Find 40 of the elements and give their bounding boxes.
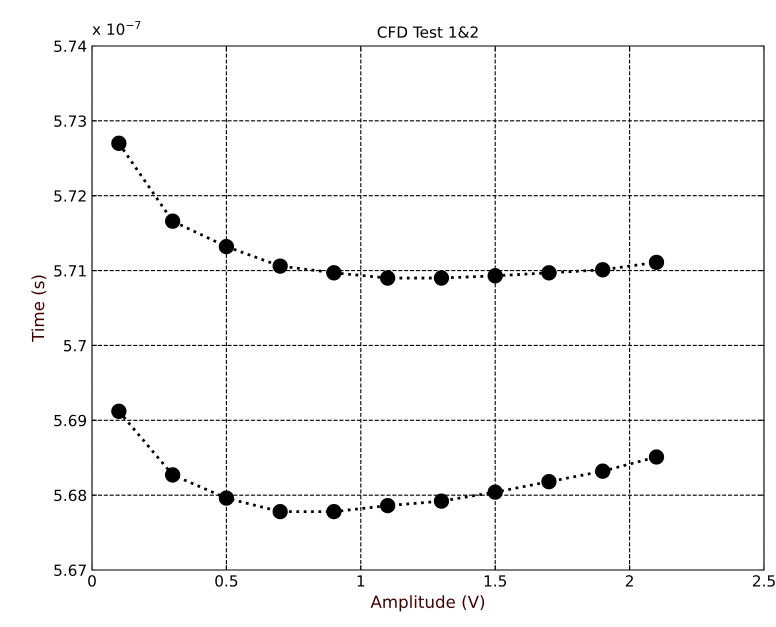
y-tick-label: 5.74 — [54, 40, 86, 52]
point — [218, 490, 234, 506]
y-axis-title: Time (s) — [31, 276, 46, 342]
x-tick-label: 0 — [88, 575, 96, 587]
point — [326, 504, 342, 520]
x-tick-label: 2 — [626, 575, 633, 586]
point — [595, 464, 610, 479]
x-tick-label: 1.5 — [484, 575, 506, 587]
y-tick-label: 5.68 — [54, 490, 86, 502]
y-tick-label: 5.72 — [54, 190, 86, 202]
point — [218, 238, 234, 254]
y-tick-label: 5.7 — [64, 340, 86, 352]
text: x 10$^{−7}$ — [92, 21, 140, 35]
point — [488, 268, 503, 284]
point — [541, 265, 557, 280]
point — [648, 449, 664, 465]
point — [488, 484, 503, 500]
point — [648, 254, 664, 270]
point — [165, 467, 180, 483]
y-tick-label: 5.73 — [54, 115, 86, 127]
point — [326, 265, 342, 280]
point — [595, 262, 610, 278]
point — [541, 474, 557, 490]
x-tick-label: 0.5 — [215, 575, 238, 587]
y-tick-label: 5.67 — [54, 564, 86, 576]
chart-title: CFD Test 1&2 — [378, 26, 478, 38]
point — [434, 270, 450, 286]
point — [380, 498, 396, 514]
x-tick-label: 1 — [358, 575, 364, 586]
point — [111, 136, 127, 151]
point — [380, 270, 396, 286]
x-axis-title: Amplitude (V) — [370, 595, 484, 612]
point — [434, 493, 450, 509]
y-tick-label: 5.69 — [54, 414, 86, 426]
point — [272, 504, 288, 520]
point — [165, 214, 180, 229]
point — [111, 404, 127, 419]
x-tick-label: 2.5 — [752, 575, 775, 587]
point — [272, 258, 288, 274]
y-tick-label: 5.71 — [54, 265, 86, 277]
